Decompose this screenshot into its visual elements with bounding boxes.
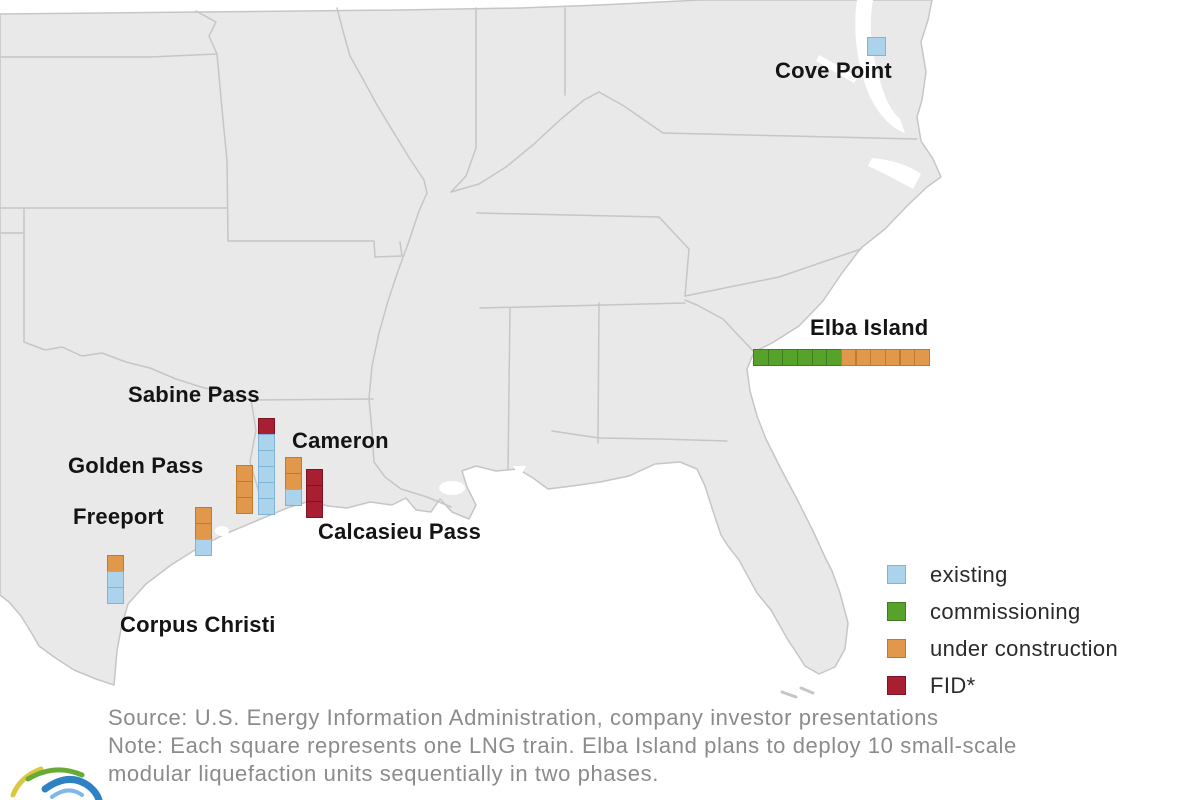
train-square-existing [258, 466, 275, 483]
train-square-commissioning [753, 349, 769, 366]
legend-swatch-existing [887, 565, 906, 584]
train-square-existing [107, 587, 124, 604]
train-square-under_construction [899, 349, 916, 366]
logo-lightblue-arc [50, 788, 84, 799]
mobile-bay [513, 466, 526, 477]
site-label-cove-point: Cove Point [775, 58, 892, 83]
train-square-under_construction [107, 555, 124, 572]
potomac-river [816, 55, 858, 83]
train-square-commissioning [796, 349, 813, 366]
legend-item-commissioning: commissioning [887, 593, 1118, 630]
train-square-under_construction [870, 349, 886, 366]
legend-label: commissioning [930, 598, 1081, 624]
train-square-existing [195, 539, 212, 556]
train-square-under_construction [840, 349, 857, 366]
legend-swatch-fid [887, 676, 906, 695]
legend-item-existing: existing [887, 556, 1118, 593]
footer: Source: U.S. Energy Information Administ… [108, 704, 1017, 788]
train-square-fid [306, 485, 323, 502]
site-label-golden-pass: Golden Pass [68, 453, 204, 478]
train-square-existing [258, 482, 275, 499]
train-square-under_construction [285, 457, 302, 474]
legend-swatch-commissioning [887, 602, 906, 621]
train-square-fid [306, 469, 323, 486]
logo-blue-arc [41, 776, 103, 800]
train-square-commissioning [826, 349, 842, 366]
florida-keys [780, 686, 815, 699]
legend-item-under_construction: under construction [887, 630, 1118, 667]
chesapeake-bay [855, 0, 905, 133]
train-square-under_construction [884, 349, 901, 366]
galveston-bay [215, 526, 229, 536]
train-square-existing [107, 571, 124, 588]
train-square-existing [258, 498, 275, 515]
train-square-existing [258, 434, 275, 451]
train-square-under_construction [236, 497, 253, 514]
logo-yellow-arc [10, 766, 44, 798]
legend-label: under construction [930, 635, 1119, 661]
legend-swatch-under_construction [887, 639, 906, 658]
legend-label: FID* [930, 672, 976, 698]
site-label-sabine-pass: Sabine Pass [128, 382, 260, 407]
site-label-calcasieu-pass: Calcasieu Pass [318, 519, 482, 544]
train-square-under_construction [195, 507, 212, 524]
site-label-freeport: Freeport [73, 504, 164, 529]
train-square-commissioning [811, 349, 828, 366]
note-text-line2: modular liquefaction units sequentially … [108, 761, 659, 786]
map-state-borders [0, 7, 918, 508]
train-square-fid [258, 418, 275, 435]
train-square-fid [306, 501, 323, 518]
legend-item-fid: FID* [887, 667, 1118, 704]
train-square-existing [285, 489, 302, 506]
pamlico-sound [868, 158, 921, 189]
legend-label: existing [930, 561, 1008, 587]
train-square-commissioning [767, 349, 784, 366]
train-square-existing [258, 450, 275, 467]
note-text-line1: Note: Each square represents one LNG tra… [108, 733, 1017, 758]
site-label-elba-island: Elba Island [810, 315, 929, 340]
train-square-under_construction [285, 473, 302, 490]
train-square-under_construction [236, 465, 253, 482]
train-square-under_construction [914, 349, 930, 366]
site-label-corpus-christi: Corpus Christi [120, 612, 276, 637]
lake-pontchartrain [439, 481, 465, 495]
map-water-details [215, 0, 921, 536]
site-label-cameron: Cameron [292, 428, 389, 453]
source-text: Source: U.S. Energy Information Administ… [108, 705, 939, 730]
train-square-under_construction [195, 523, 212, 540]
train-square-existing [867, 37, 886, 56]
train-square-under_construction [236, 481, 253, 498]
logo-green-arc [25, 767, 85, 782]
train-square-commissioning [782, 349, 798, 366]
legend: existing commissioning under construction F… [887, 556, 1118, 704]
publisher-logo [10, 766, 103, 800]
train-square-under_construction [855, 349, 872, 366]
